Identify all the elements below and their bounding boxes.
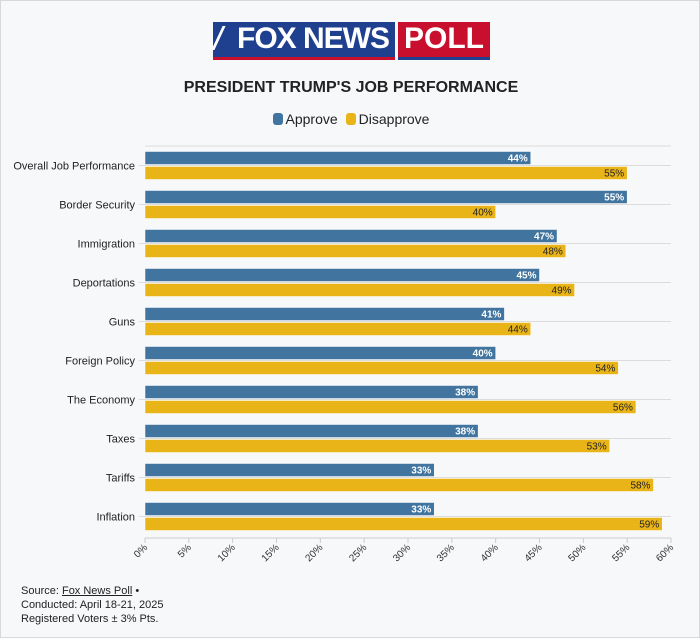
x-tick-label: 10% [216, 542, 238, 564]
bar-disapprove [144, 166, 628, 180]
conducted-date: Conducted: April 18-21, 2025 [21, 599, 164, 611]
x-tick-label: 20% [304, 542, 326, 564]
data-label: 56% [613, 403, 633, 414]
logo-fox-news: FOX NEWS [213, 22, 396, 60]
bar-approve [144, 229, 558, 243]
source-label: Source: [21, 585, 62, 597]
data-label: 44% [508, 154, 528, 165]
legend-label: Disapprove [358, 111, 430, 127]
category-label: Foreign Policy [65, 356, 135, 368]
x-tick-label: 35% [435, 542, 457, 564]
logo-poll: POLL [398, 22, 491, 60]
data-label: 45% [516, 271, 536, 282]
x-tick-label: 60% [654, 542, 676, 564]
data-label: 38% [455, 427, 475, 438]
bar-disapprove [144, 244, 567, 258]
bar-approve [144, 268, 540, 282]
data-label: 40% [473, 208, 493, 219]
category-label: Overall Job Performance [13, 161, 135, 173]
category-label: Immigration [78, 239, 135, 251]
approve-swatch [272, 113, 283, 125]
chart-title: PRESIDENT TRUMP'S JOB PERFORMANCE [183, 79, 519, 96]
data-label: 38% [455, 388, 475, 399]
data-label: 44% [508, 325, 528, 336]
x-tick-label: 40% [479, 542, 501, 564]
legend-item-disapprove[interactable]: Disapprove [345, 111, 430, 127]
bar-disapprove [144, 478, 654, 492]
x-tick-label: 0% [132, 542, 150, 560]
x-tick-label: 5% [176, 542, 194, 560]
bullet: • [132, 585, 140, 597]
data-label: 41% [481, 310, 501, 321]
disapprove-swatch [345, 113, 356, 125]
category-label: Border Security [59, 200, 135, 212]
sample-info: Registered Voters ± 3% Pts. [21, 613, 159, 625]
bar-chart: Overall Job Performance 44% 55% Border Secu… [13, 145, 676, 564]
data-label: 49% [552, 286, 572, 297]
data-label: 40% [473, 349, 493, 360]
x-tick-label: 25% [347, 542, 369, 564]
x-tick-label: 50% [567, 542, 589, 564]
bar-disapprove [144, 361, 619, 375]
bar-disapprove [144, 439, 610, 453]
footer: Source: Fox News Poll • Conducted: April… [21, 584, 164, 626]
bar-disapprove [144, 517, 663, 531]
bar-approve [144, 424, 479, 438]
category-label: Deportations [73, 278, 136, 290]
bar-disapprove [144, 283, 575, 297]
bar-approve [144, 502, 435, 516]
data-label: 47% [534, 232, 554, 243]
bar-approve [144, 463, 435, 477]
x-tick-label: 30% [391, 542, 413, 564]
bar-approve [144, 346, 496, 360]
category-label: Guns [109, 317, 136, 329]
legend-item-approve[interactable]: Approve [272, 111, 338, 127]
data-label: 48% [543, 247, 563, 258]
bar-approve [144, 151, 531, 165]
category-label: The Economy [67, 395, 135, 407]
data-label: 55% [604, 193, 624, 204]
x-tick-label: 55% [610, 542, 632, 564]
data-label: 33% [411, 466, 431, 477]
legend-label: Approve [285, 111, 338, 127]
bar-approve [144, 385, 479, 399]
bar-approve [144, 190, 628, 204]
fox-news-poll-logo: FOX NEWS POLL [213, 22, 491, 60]
source-link[interactable]: Fox News Poll [61, 585, 133, 597]
data-label: 54% [595, 364, 615, 375]
category-label: Taxes [106, 434, 135, 446]
x-tick-label: 15% [260, 542, 282, 564]
bar-disapprove [144, 205, 496, 219]
category-label: Inflation [96, 512, 135, 524]
data-label: 59% [639, 520, 659, 531]
bar-approve [144, 307, 505, 321]
data-label: 58% [630, 481, 650, 492]
data-label: 53% [587, 442, 607, 453]
x-tick-label: 45% [523, 542, 545, 564]
category-label: Tariffs [106, 473, 136, 485]
bar-disapprove [144, 322, 531, 336]
data-label: 33% [411, 505, 431, 516]
legend: Approve Disapprove [1, 111, 700, 127]
data-label: 55% [604, 169, 624, 180]
bar-disapprove [144, 400, 637, 414]
